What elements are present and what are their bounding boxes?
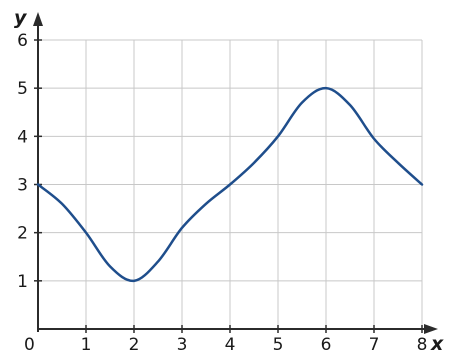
x-tick-label: 8 [417,335,428,354]
y-tick-label: 3 [17,176,28,196]
x-tick-label: 1 [81,335,92,354]
x-axis-label: x [430,333,444,354]
axes [33,12,438,334]
y-axis-arrow [33,12,43,26]
x-tick-label: 4 [225,335,236,354]
y-tick-label: 6 [17,31,28,51]
x-tick-label: 3 [177,335,188,354]
y-tick-label: 2 [17,224,28,244]
x-tick-labels: 1 2 3 4 5 6 7 8 [81,325,428,354]
x-tick-label: 6 [321,335,332,354]
y-axis-label: y [14,7,28,29]
x-tick-label: 5 [273,335,284,354]
x-tick-label: 2 [129,335,140,354]
y-tick-labels: 1 2 3 4 5 6 [17,31,42,292]
y-tick-label: 4 [17,127,28,147]
x-tick-label: 7 [369,335,380,354]
x-axis-arrow [424,324,438,334]
y-tick-label: 5 [17,79,28,99]
origin-label: 0 [24,335,35,354]
y-tick-label: 1 [17,272,28,292]
series-line [36,86,424,283]
